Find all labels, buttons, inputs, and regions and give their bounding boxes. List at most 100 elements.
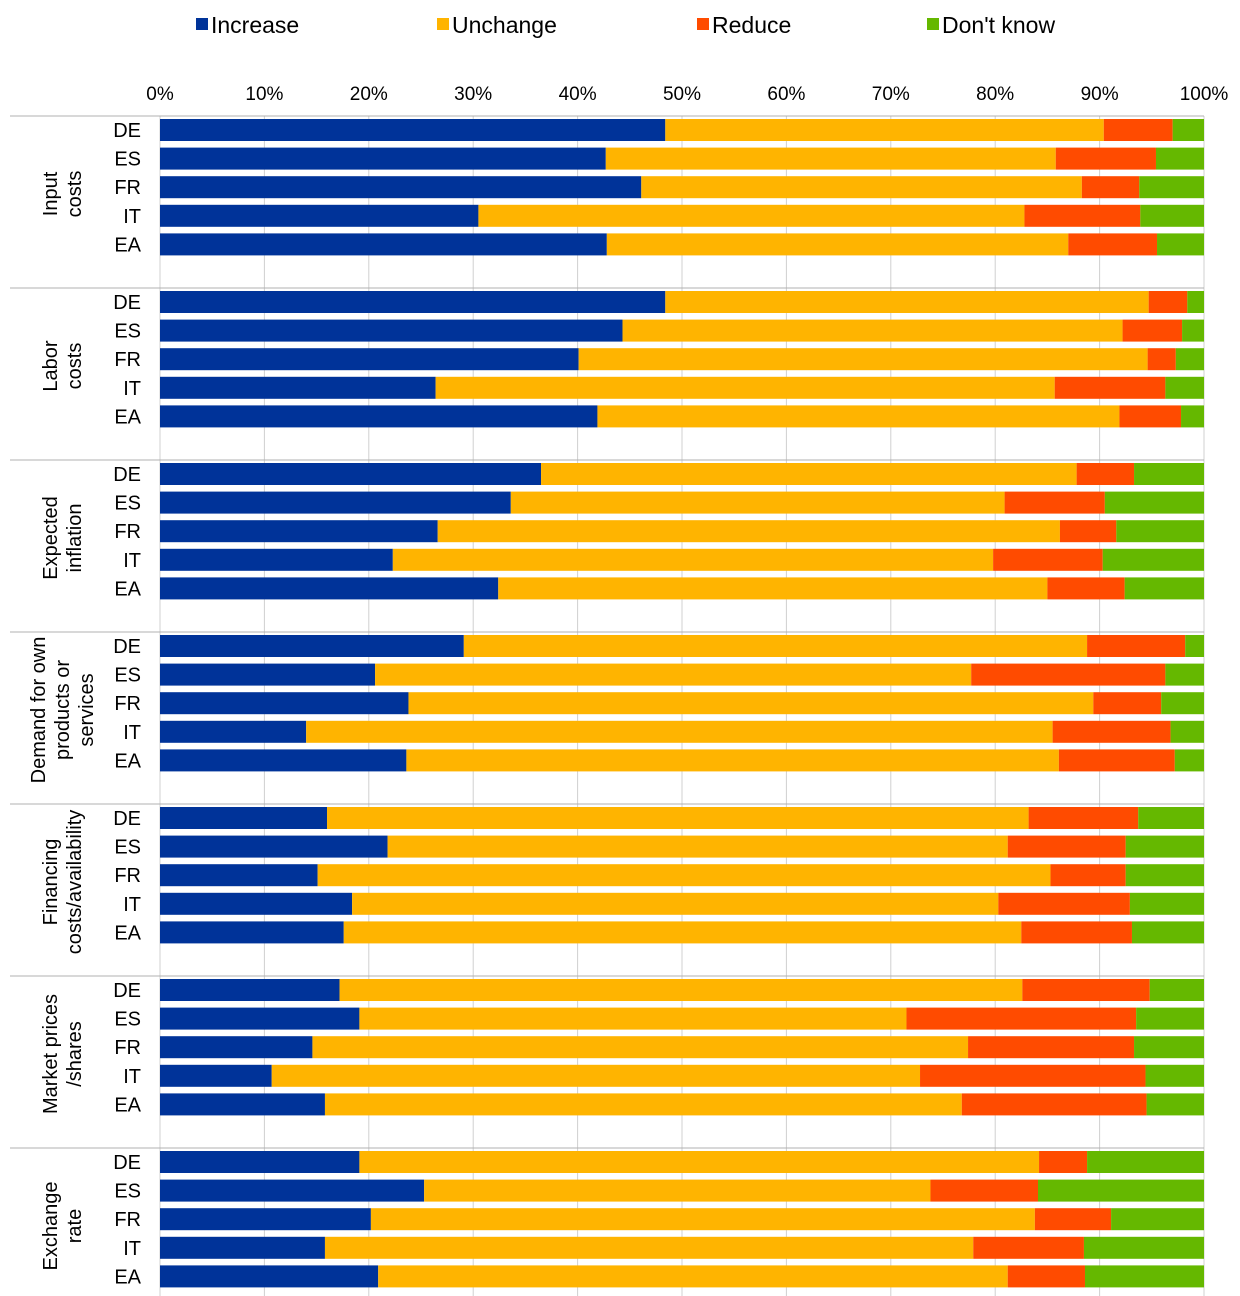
category-label-ea: EA — [114, 1094, 141, 1116]
bar-segment-don-t-know-de — [1138, 807, 1204, 829]
category-label-it: IT — [123, 550, 141, 572]
bar-segment-unchange-es — [622, 319, 1123, 342]
bar-segment-increase-it — [160, 548, 393, 571]
tick-label: 60% — [767, 84, 805, 105]
category-label-es: ES — [114, 149, 141, 171]
bar-segment-reduce-de — [1039, 1151, 1088, 1173]
category-label-ea: EA — [114, 406, 141, 428]
bar-segment-don-t-know-it — [1129, 892, 1204, 915]
bar-segment-unchange-es — [424, 1179, 931, 1202]
bar-segment-increase-ea — [160, 1093, 325, 1116]
bar-segment-increase-de — [160, 463, 542, 485]
bar-segment-don-t-know-es — [1104, 491, 1204, 514]
bar-segment-reduce-ea — [1047, 577, 1125, 600]
bar-segment-reduce-de — [1087, 635, 1186, 657]
group-label-line: Market prices — [40, 994, 62, 1114]
group-label-line: Expected — [40, 496, 62, 579]
tick-label: 90% — [1081, 84, 1119, 105]
bar-segment-don-t-know-de — [1187, 291, 1204, 313]
bar-segment-reduce-es — [1007, 835, 1126, 858]
bar-segment-unchange-fr — [408, 692, 1094, 715]
bar-segment-reduce-ea — [1068, 233, 1158, 256]
bar-segment-increase-ea — [160, 577, 499, 600]
category-labels: DE ES FR IT EA DE ES FR IT EA DE ES FR IT EA DE ES FR IT EA… — [113, 120, 141, 1288]
bar-segment-don-t-know-fr — [1161, 692, 1204, 715]
legend-swatch-reduce — [697, 18, 709, 30]
bar-segment-unchange-es — [605, 147, 1056, 170]
bar-segment-increase-de — [160, 119, 666, 141]
bar-segment-reduce-ea — [1119, 405, 1182, 428]
bar-segment-unchange-de — [327, 807, 1029, 829]
bar-segment-increase-es — [160, 663, 376, 686]
bar-segment-increase-es — [160, 319, 623, 342]
bar-segment-don-t-know-it — [1140, 204, 1204, 227]
bar-segment-unchange-it — [392, 548, 994, 571]
legend: Increase Unchange Reduce Don't know — [196, 12, 1055, 38]
bar-segment-reduce-ea — [1021, 921, 1132, 944]
category-label-es: ES — [114, 1009, 141, 1031]
legend-swatch-don-t-know — [927, 18, 939, 30]
bar-segment-unchange-fr — [370, 1208, 1035, 1231]
bar-segment-reduce-ea — [1007, 1265, 1085, 1288]
bar-segment-don-t-know-ea — [1174, 749, 1204, 772]
bar-segment-unchange-de — [665, 291, 1149, 313]
bar-segment-reduce-de — [1103, 119, 1173, 141]
bar-segment-increase-fr — [160, 1036, 313, 1059]
bar-segment-unchange-de — [359, 1151, 1040, 1173]
bar-segment-don-t-know-es — [1165, 663, 1204, 686]
group-label-line: Demand for own — [28, 637, 50, 784]
bar-segment-don-t-know-ea — [1084, 1265, 1204, 1288]
bar-segment-unchange-ea — [606, 233, 1069, 256]
bar-segment-reduce-de — [1022, 979, 1150, 1001]
bar-segment-don-t-know-es — [1038, 1179, 1204, 1202]
category-label-it: IT — [123, 722, 141, 744]
tick-label: 40% — [559, 84, 597, 105]
category-label-de: DE — [113, 808, 141, 830]
bar-segment-unchange-es — [375, 663, 972, 686]
bar-segment-increase-ea — [160, 921, 344, 944]
bar-segment-increase-it — [160, 1236, 325, 1259]
bar-segment-reduce-fr — [968, 1036, 1135, 1059]
bar-segment-increase-de — [160, 807, 328, 829]
bar-segment-increase-es — [160, 491, 511, 514]
bar-segment-increase-it — [160, 1064, 272, 1087]
bar-segment-unchange-ea — [378, 1265, 1008, 1288]
bar-segment-unchange-fr — [317, 864, 1051, 887]
bar-segment-don-t-know-ea — [1124, 577, 1204, 600]
category-label-es: ES — [114, 665, 141, 687]
category-label-ea: EA — [114, 578, 141, 600]
bars — [160, 119, 1204, 1288]
bar-segment-increase-ea — [160, 749, 407, 772]
bar-segment-reduce-fr — [1050, 864, 1126, 887]
bar-segment-unchange-ea — [406, 749, 1059, 772]
category-label-it: IT — [123, 1066, 141, 1088]
category-label-fr: FR — [114, 1209, 141, 1231]
bar-segment-don-t-know-de — [1149, 979, 1204, 1001]
bar-segment-reduce-fr — [1059, 520, 1117, 543]
bar-segment-unchange-it — [478, 204, 1025, 227]
category-label-es: ES — [114, 837, 141, 859]
bar-segment-reduce-de — [1148, 291, 1188, 313]
bar-segment-unchange-es — [387, 835, 1008, 858]
legend-label-unchange: Unchange — [452, 12, 557, 38]
bar-segment-reduce-es — [971, 663, 1166, 686]
bar-segment-increase-ea — [160, 233, 607, 256]
bar-segment-increase-es — [160, 147, 606, 170]
bar-segment-reduce-es — [930, 1179, 1039, 1202]
bar-segment-unchange-ea — [498, 577, 1048, 600]
bar-segment-don-t-know-de — [1134, 463, 1204, 485]
category-label-ea: EA — [114, 922, 141, 944]
bar-segment-increase-it — [160, 376, 436, 399]
bar-segment-unchange-it — [352, 892, 999, 915]
bar-segment-don-t-know-fr — [1125, 864, 1204, 887]
bar-segment-reduce-it — [920, 1064, 1146, 1087]
tick-label: 80% — [976, 84, 1014, 105]
group-label: Expected inflation — [40, 496, 86, 579]
category-label-fr: FR — [114, 865, 141, 887]
group-label: Exchange rate — [40, 1182, 86, 1271]
category-label-ea: EA — [114, 234, 141, 256]
category-label-es: ES — [114, 1181, 141, 1203]
category-label-fr: FR — [114, 349, 141, 371]
bar-segment-reduce-ea — [1058, 749, 1175, 772]
bar-segment-don-t-know-fr — [1111, 1208, 1204, 1231]
